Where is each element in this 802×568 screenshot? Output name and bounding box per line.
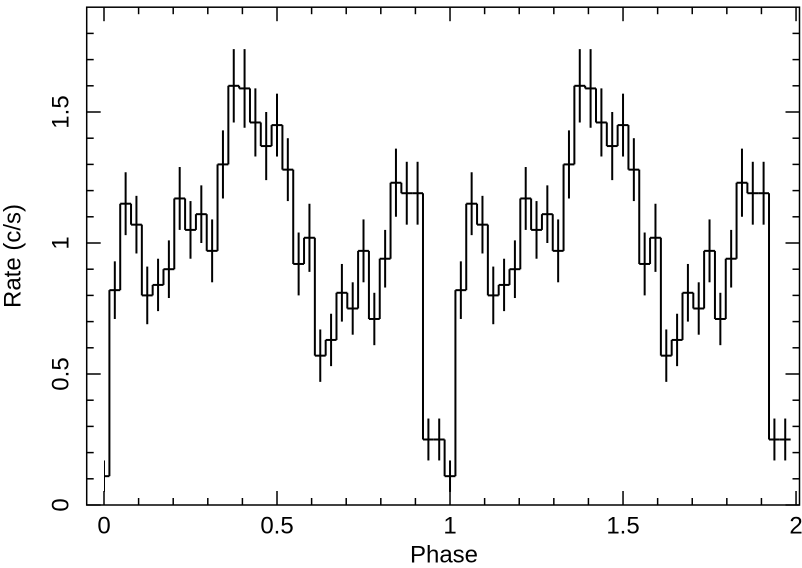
- x-tick-label: 0.5: [260, 512, 293, 539]
- x-tick-label: 0: [97, 512, 110, 539]
- x-axis-label: Phase: [410, 541, 478, 568]
- y-tick-label: 1: [47, 236, 74, 249]
- x-tick-label: 1: [443, 512, 456, 539]
- x-tick-label: 1.5: [606, 512, 639, 539]
- plot-frame: [85, 6, 801, 506]
- y-axis-label: Rate (c/s): [0, 204, 26, 308]
- y-tick-label: 0.5: [47, 357, 74, 390]
- y-tick-label: 0: [47, 498, 74, 511]
- data-layer: [104, 49, 791, 492]
- y-tick-label: 1.5: [47, 95, 74, 128]
- x-tick-label: 2: [789, 512, 802, 539]
